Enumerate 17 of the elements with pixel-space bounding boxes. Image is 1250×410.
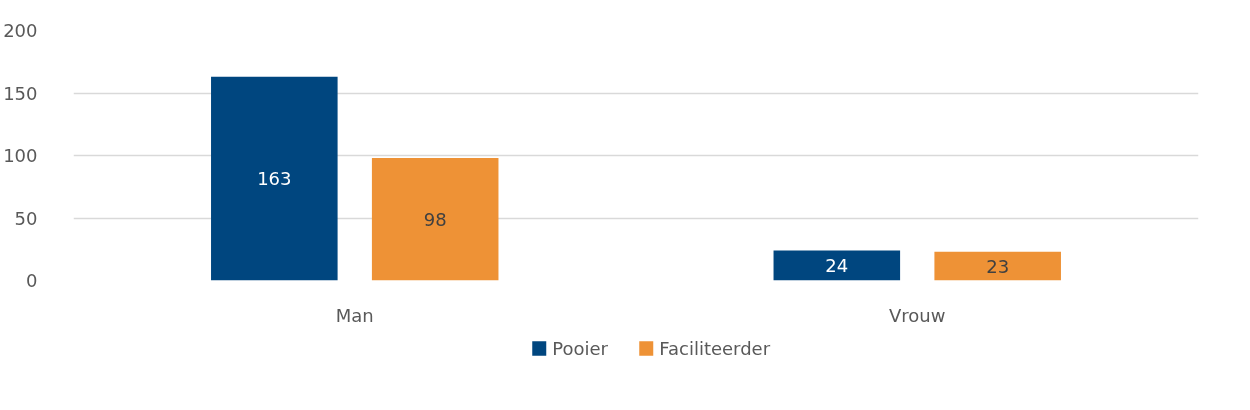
x-tick-label: Vrouw — [889, 304, 946, 326]
bar — [934, 251, 1061, 281]
y-tick-label: 0 — [26, 270, 38, 291]
bar — [371, 158, 499, 281]
legend-label: Faciliteerder — [659, 338, 771, 359]
data-label: 24 — [825, 255, 849, 276]
data-label: 23 — [986, 255, 1010, 277]
data-label: 163 — [257, 168, 292, 190]
y-tick-label: 100 — [3, 145, 38, 166]
y-tick-label: 150 — [3, 82, 38, 104]
y-tick-label: 50 — [14, 207, 38, 229]
y-tick-label: 200 — [3, 20, 38, 41]
bar — [211, 76, 338, 281]
x-tick-label: Man — [335, 304, 374, 326]
bar — [773, 250, 901, 281]
legend-label: Pooier — [552, 338, 609, 359]
data-label: 98 — [423, 208, 447, 230]
